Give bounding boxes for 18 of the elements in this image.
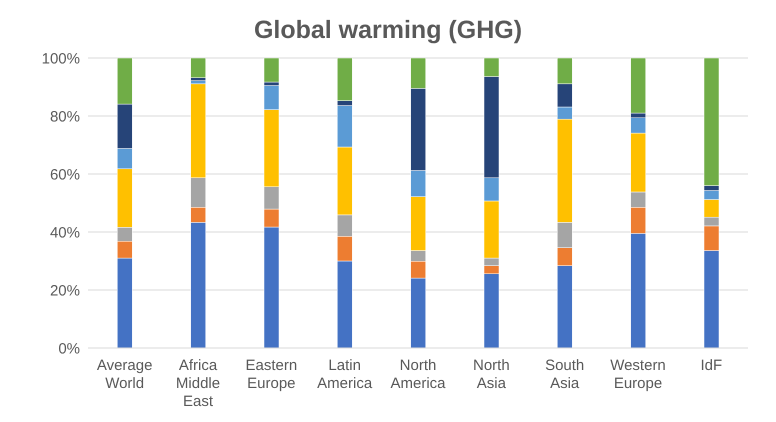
x-tick-label: North America [390, 357, 446, 392]
bar [190, 58, 206, 78]
y-tick-label: 60% [50, 166, 80, 184]
y-tick-label: 80% [50, 108, 80, 126]
x-tick-label: North Asia [472, 357, 510, 392]
x-tick-label: IdF [700, 357, 722, 374]
x-tick-label: Africa Middle East [176, 357, 220, 410]
x-tick-label: South Asia [545, 357, 584, 392]
x-tick-label: Eastern Europe [245, 357, 298, 392]
bar [264, 58, 280, 82]
chart-title: Global warming (GHG) [252, 15, 524, 46]
y-tick-label: 0% [58, 340, 80, 358]
y-tick-label: 20% [50, 282, 80, 300]
x-tick-label: Latin America [317, 357, 373, 392]
x-tick-label: Western Europe [610, 357, 666, 392]
y-tick-label: 40% [50, 224, 80, 242]
y-tick-label: 100% [42, 50, 80, 68]
x-tick-label: Average World [96, 357, 152, 392]
